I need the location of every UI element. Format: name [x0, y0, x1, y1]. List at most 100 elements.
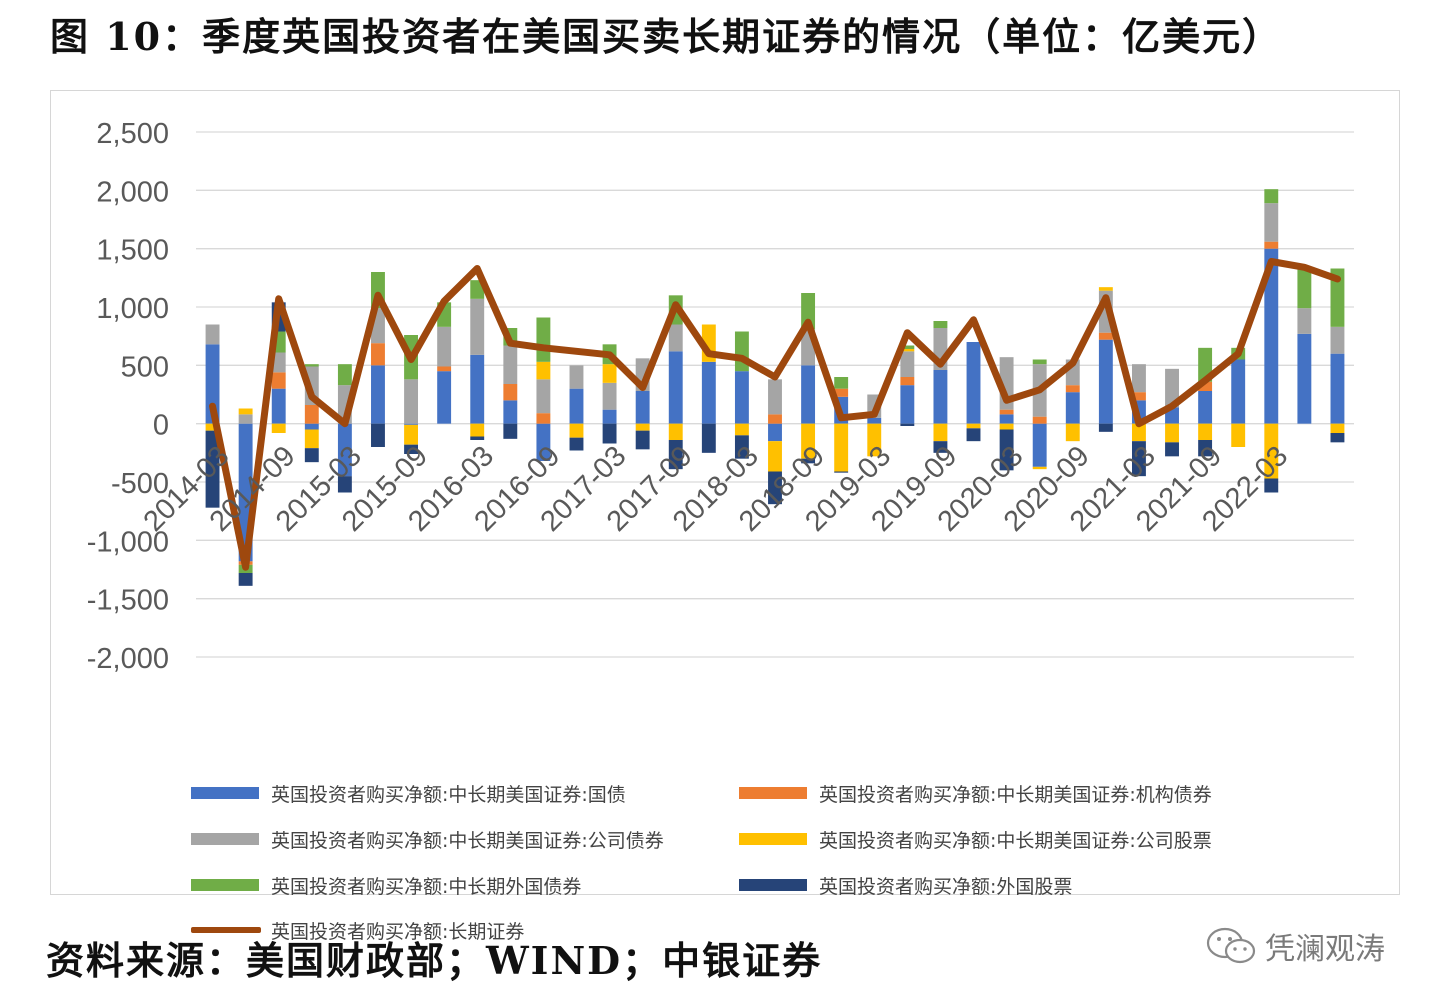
bar-segment: [1131, 441, 1146, 477]
bar-segment: [801, 423, 816, 459]
bar-segment: [1330, 433, 1345, 443]
bar-segment: [536, 413, 551, 424]
y-tick-label: 1,000: [96, 293, 169, 325]
bar-segment: [999, 409, 1014, 415]
bar-segment: [1165, 442, 1179, 457]
bar-segment: [337, 364, 352, 386]
bar-segment: [569, 388, 584, 424]
bar-segment: [569, 437, 584, 451]
bar-segment: [900, 385, 915, 424]
bar-segment: [768, 471, 782, 505]
bar-segment: [1098, 339, 1113, 424]
bar-segment: [966, 423, 981, 429]
bar-segment: [404, 423, 419, 425]
bar-segment: [470, 423, 485, 437]
legend-swatch: [739, 833, 807, 845]
bar-segment: [1264, 423, 1279, 479]
bar-segment: [635, 430, 650, 450]
bar-segment: [668, 440, 683, 470]
bar-segment: [1131, 392, 1146, 401]
bar-segment: [801, 458, 816, 464]
bar-segment: [668, 423, 683, 440]
bar-segment: [437, 371, 452, 424]
legend-item: 英国投资者购买净额:中长期外国债券: [191, 870, 581, 900]
bar-segment: [371, 423, 385, 447]
legend-item: 英国投资者购买净额:中长期美国证券:国债: [191, 778, 626, 808]
bar-segment: [536, 361, 551, 380]
bar-segment: [238, 408, 253, 415]
bar-segment: [1165, 423, 1179, 443]
bar-segment: [271, 372, 286, 389]
bar-segment: [768, 414, 782, 424]
y-tick-label: 500: [121, 351, 169, 383]
y-tick-label: 2,500: [96, 118, 169, 150]
bar-segment: [900, 423, 915, 426]
bar-segment: [304, 448, 319, 463]
bar-segment: [1264, 478, 1279, 493]
bar-segment: [900, 351, 915, 377]
bar-segment: [304, 405, 319, 424]
bar-segment: [900, 349, 915, 352]
bar-segment: [701, 423, 716, 453]
legend-swatch: [191, 879, 259, 891]
bar-segment: [470, 298, 485, 355]
bar-segment: [1297, 268, 1312, 309]
y-tick-label: 0: [153, 410, 169, 442]
legend-swatch: [191, 833, 259, 845]
bar-segment: [834, 471, 849, 473]
bar-segment: [1330, 353, 1345, 424]
legend-swatch: [191, 927, 261, 933]
bar-segment: [1264, 248, 1279, 424]
bar-segment: [569, 423, 584, 438]
bar-segment: [1231, 423, 1246, 447]
bar-segment: [999, 429, 1014, 471]
wechat-icon: [1206, 927, 1256, 964]
chart-frame: 2,500 2,000 1,500 1,000 500 0 -500 -1,000 -1,500…: [50, 90, 1400, 943]
bar-segment: [1264, 241, 1279, 249]
bar-segment: [734, 423, 749, 436]
bar-segment: [834, 377, 849, 389]
bar-segment: [1032, 416, 1047, 424]
bar-segment: [966, 428, 981, 442]
legend-item: 英国投资者购买净额:中长期美国证券:公司债券: [191, 824, 664, 854]
bar-segment: [1231, 359, 1246, 424]
y-tick-label: 2,000: [96, 176, 169, 208]
watermark: 凭澜观涛: [1205, 918, 1385, 974]
bar-segment: [1098, 332, 1113, 340]
bar-segment: [933, 441, 948, 453]
bar-segment: [271, 423, 286, 433]
bar-segment: [371, 365, 385, 424]
bar-segment: [437, 366, 452, 372]
legend-swatch: [739, 879, 807, 891]
bar-segment: [635, 423, 650, 431]
bar-segment: [768, 379, 782, 415]
watermark-text: 凭澜观涛: [1265, 932, 1385, 967]
bar-segment: [271, 388, 286, 424]
y-tick-label: -2,000: [87, 643, 169, 675]
stacked-bar-chart: 2,500 2,000 1,500 1,000 500 0 -500 -1,000 -1,500…: [87, 118, 1354, 675]
series-line-long-term-securities: [209, 258, 1341, 571]
y-tick-label: -1,000: [87, 526, 169, 558]
bar-segment: [238, 573, 253, 586]
bar-segment: [933, 321, 948, 328]
y-tick-label: -1,500: [87, 585, 169, 617]
legend-label: 英国投资者购买净额:中长期美国证券:公司债券: [271, 829, 664, 852]
source-footer: 资料来源：美国财政部；WIND；中银证券: [46, 938, 823, 983]
bar-segment: [834, 388, 849, 397]
bar-segment: [536, 379, 551, 414]
bar-segment: [503, 384, 518, 401]
bar-segment: [867, 417, 882, 424]
bar-segment: [536, 317, 551, 362]
bar-segment: [437, 326, 452, 367]
bar-segment: [1098, 423, 1113, 432]
bar-segment: [999, 423, 1014, 430]
bar-segment: [1264, 203, 1279, 242]
bar-segment: [933, 423, 948, 442]
bar-segment: [1297, 333, 1312, 424]
legend-label: 英国投资者购买净额:中长期美国证券:机构债券: [819, 783, 1212, 806]
chart-legend: 英国投资者购买净额:中长期美国证券:国债 英国投资者购买净额:中长期美国证券:机构…: [191, 784, 1386, 961]
legend-item: 英国投资者购买净额:外国股票: [739, 870, 1072, 900]
bar-segment: [734, 435, 749, 459]
legend-label: 英国投资者购买净额:中长期美国证券:国债: [271, 783, 626, 806]
bar-segment: [1032, 359, 1047, 365]
